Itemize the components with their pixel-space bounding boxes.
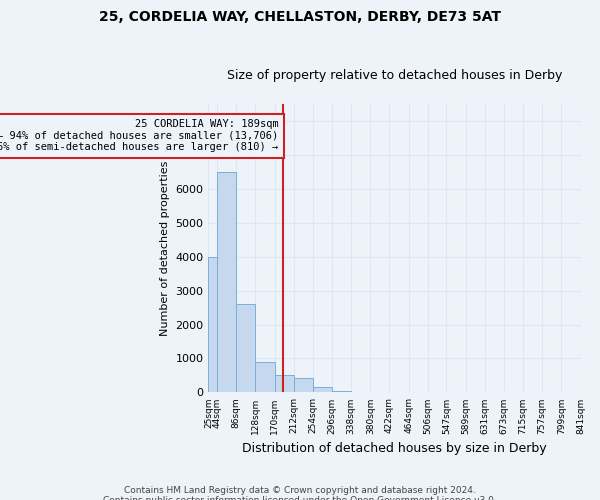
Bar (208, 256, 217, 392)
Title: Size of property relative to detached houses in Derby: Size of property relative to detached ho… (227, 69, 562, 82)
Text: 25 CORDELIA WAY: 189sqm
← 94% of detached houses are smaller (13,706)
6% of semi: 25 CORDELIA WAY: 189sqm ← 94% of detache… (0, 120, 278, 152)
X-axis label: Distribution of detached houses by size in Derby: Distribution of detached houses by size … (242, 442, 547, 455)
Text: Contains public sector information licensed under the Open Government Licence v3: Contains public sector information licen… (103, 496, 497, 500)
Y-axis label: Number of detached properties: Number of detached properties (160, 160, 170, 336)
Bar (217, 172, 236, 392)
Bar (236, 304, 256, 392)
Text: 25, CORDELIA WAY, CHELLASTON, DERBY, DE73 5AT: 25, CORDELIA WAY, CHELLASTON, DERBY, DE7… (99, 10, 501, 24)
Bar (313, 388, 332, 392)
Bar (294, 378, 313, 392)
Bar (275, 376, 294, 392)
Bar (256, 362, 275, 392)
Text: Contains HM Land Registry data © Crown copyright and database right 2024.: Contains HM Land Registry data © Crown c… (124, 486, 476, 495)
